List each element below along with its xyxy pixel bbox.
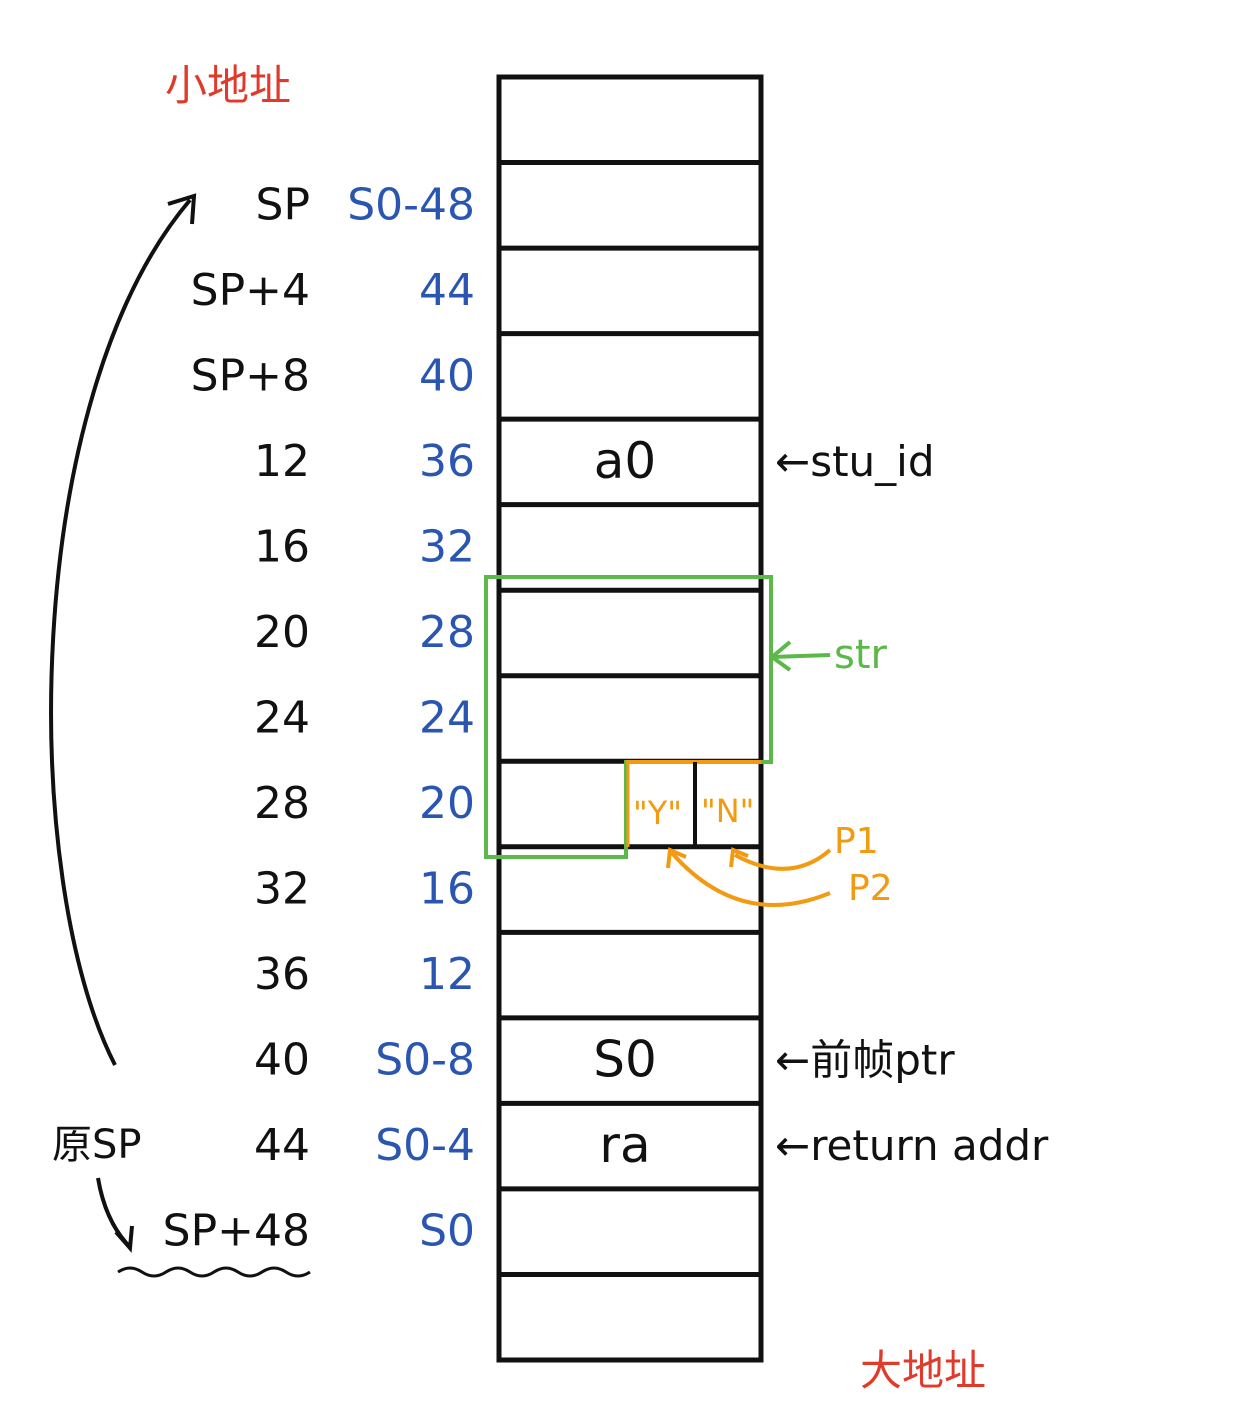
s0-offset-label: 28: [419, 607, 475, 658]
sp-offset-label: 20: [254, 607, 310, 658]
sp-move-arrow: [49, 193, 197, 1066]
str-region: str: [484, 575, 888, 859]
sp-offset-label: SP+8: [191, 350, 310, 401]
s0-offset-label: S0: [419, 1206, 475, 1257]
stack-column: [496, 74, 764, 1363]
pointer-arrows: P1 P2: [666, 821, 893, 909]
s0-offset-label: 36: [419, 436, 475, 487]
p1-label: P1: [834, 821, 879, 862]
s0-offset-label: 16: [419, 864, 475, 915]
orig-sp-label: 原SP: [52, 1122, 142, 1168]
cell-note: ←前帧ptr: [775, 1036, 955, 1085]
s0-offset-labels: S0-48 44 40 36 32 28 24 20 16 12 S0-8 S0-4 S0: [347, 179, 475, 1256]
cell-value: ra: [599, 1116, 650, 1174]
cell-value: a0: [594, 432, 656, 490]
char-y: "Y": [633, 794, 682, 832]
sp-offset-label: SP: [256, 179, 310, 230]
cell-note: ←return addr: [775, 1121, 1049, 1170]
char-cells: "Y" "N": [626, 760, 761, 847]
cell-note: ←stu_id: [775, 437, 935, 486]
large-address-label: 大地址: [860, 1346, 986, 1395]
cell-note-labels: ←stu_id ←前帧ptr ←return addr: [775, 437, 1049, 1170]
cell-content-labels: a0 S0 ra: [593, 432, 657, 1174]
char-n: "N": [701, 792, 754, 830]
s0-offset-label: S0-8: [375, 1035, 475, 1086]
sp-offset-label: 32: [254, 864, 310, 915]
s0-offset-label: 12: [419, 949, 475, 1000]
cell-value: S0: [593, 1031, 657, 1089]
sp-offset-label: 28: [254, 778, 310, 829]
sp-offset-label: 24: [254, 693, 310, 744]
sp-offset-label: 16: [254, 521, 310, 572]
str-label: str: [834, 632, 888, 678]
s0-offset-label: 20: [419, 778, 475, 829]
sp-offset-label: 40: [254, 1035, 310, 1086]
s0-offset-label: 40: [419, 350, 475, 401]
sp-offset-label: SP+48: [163, 1206, 310, 1257]
orig-sp-annotation: 原SP: [52, 1122, 311, 1278]
s0-offset-label: 32: [419, 521, 475, 572]
sp-offset-label: 44: [254, 1120, 310, 1171]
s0-offset-label: 24: [419, 693, 475, 744]
s0-offset-label: 44: [419, 265, 475, 316]
sp-offset-labels: SP SP+4 SP+8 12 16 20 24 28 32 36 40 44 SP+48: [163, 179, 310, 1256]
sp-offset-label: SP+4: [191, 265, 310, 316]
s0-offset-label: S0-48: [347, 179, 475, 230]
s0-offset-label: S0-4: [375, 1120, 475, 1171]
sp-offset-label: 36: [254, 949, 310, 1000]
stack-row-dividers: [499, 160, 761, 1277]
p2-label: P2: [848, 868, 893, 909]
sp-offset-label: 12: [254, 436, 310, 487]
small-address-label: 小地址: [165, 61, 291, 110]
